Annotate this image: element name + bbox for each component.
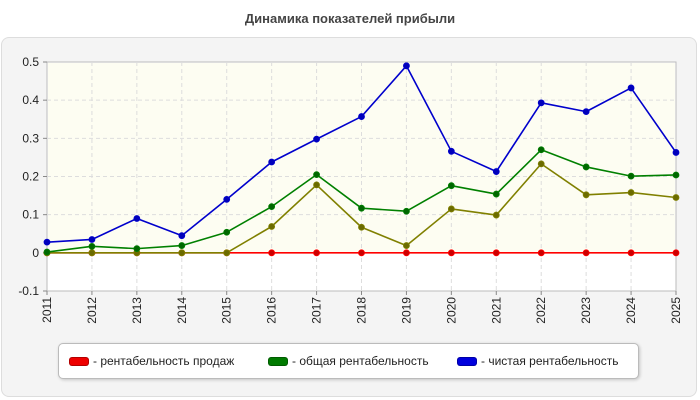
- x-tick-label: 2016: [265, 297, 279, 324]
- data-point-series-1: [447, 182, 455, 190]
- chart-legend: - рентабельность продаж - общая рентабел…: [58, 343, 639, 379]
- y-tick-label: 0.5: [22, 55, 39, 69]
- x-tick-label: 2018: [355, 297, 369, 324]
- data-point-series-3: [403, 242, 410, 249]
- chart-title: Динамика показателей прибыли: [244, 11, 456, 26]
- data-point-series-0: [672, 249, 680, 257]
- x-tick-label: 2024: [624, 297, 638, 324]
- legend-item-net-profitability: - чистая рентабельность: [457, 354, 618, 368]
- data-point-series-2: [447, 147, 455, 155]
- data-point-series-1: [627, 172, 635, 180]
- data-point-series-3: [537, 160, 545, 168]
- data-point-series-2: [582, 108, 590, 116]
- data-point-series-2: [672, 149, 680, 156]
- data-point-series-1: [133, 245, 141, 253]
- data-point-series-0: [403, 249, 410, 257]
- data-point-series-2: [313, 135, 320, 143]
- data-point-series-1: [268, 203, 276, 211]
- data-point-series-1: [88, 242, 96, 250]
- data-point-series-1: [178, 242, 186, 249]
- data-point-series-3: [492, 211, 500, 219]
- data-point-series-1: [313, 171, 320, 178]
- x-tick-label: 2025: [669, 297, 683, 324]
- x-tick-label: 2015: [220, 297, 234, 324]
- data-point-series-3: [178, 249, 186, 257]
- data-point-series-1: [492, 190, 500, 198]
- data-point-series-0: [582, 249, 590, 257]
- x-tick-label: 2014: [175, 297, 189, 324]
- x-tick-label: 2020: [444, 297, 458, 324]
- data-point-series-1: [672, 171, 680, 179]
- legend-swatch-green: [268, 356, 288, 366]
- legend-label: - чистая рентабельность: [481, 354, 619, 368]
- data-point-series-2: [627, 84, 635, 92]
- plot-shade: [48, 63, 675, 253]
- x-tick-label: 2023: [579, 297, 593, 324]
- data-point-series-3: [268, 223, 276, 230]
- data-point-series-2: [88, 236, 96, 243]
- data-point-series-0: [268, 249, 276, 257]
- data-point-series-2: [492, 168, 500, 175]
- legend-swatch-red: [69, 356, 89, 366]
- data-point-series-0: [627, 249, 635, 257]
- data-point-series-3: [672, 194, 680, 201]
- data-point-series-1: [537, 146, 545, 154]
- data-point-series-3: [447, 205, 455, 213]
- data-point-series-1: [403, 207, 410, 215]
- legend-label: - рентабельность продаж: [93, 354, 235, 368]
- x-tick-label: 2019: [399, 297, 413, 324]
- x-tick-label: 2011: [40, 297, 54, 323]
- data-point-series-1: [358, 204, 365, 212]
- y-tick-label: 0.1: [22, 208, 39, 222]
- data-point-series-3: [627, 189, 635, 196]
- data-point-series-1: [582, 163, 590, 171]
- data-point-series-3: [223, 249, 231, 257]
- y-tick-label: 0.4: [22, 93, 39, 107]
- data-point-series-2: [178, 232, 186, 240]
- data-point-series-1: [43, 248, 51, 256]
- y-tick-label: 0.2: [22, 170, 39, 184]
- data-point-series-2: [268, 158, 276, 166]
- legend-swatch-blue: [457, 356, 477, 366]
- data-point-series-2: [403, 62, 410, 70]
- data-point-series-2: [537, 99, 545, 107]
- data-point-series-1: [223, 228, 231, 236]
- data-point-series-0: [537, 249, 545, 257]
- data-point-series-2: [43, 238, 51, 246]
- data-point-series-0: [447, 249, 455, 257]
- legend-item-total-profitability: - общая рентабельность: [268, 354, 429, 368]
- y-tick-label: 0: [32, 246, 39, 260]
- data-point-series-0: [313, 249, 320, 257]
- data-point-series-3: [313, 181, 320, 189]
- data-point-series-3: [358, 223, 365, 231]
- y-tick-label: 0.3: [22, 131, 39, 145]
- data-point-series-2: [223, 195, 231, 203]
- data-point-series-2: [133, 215, 141, 222]
- data-point-series-0: [358, 249, 365, 257]
- legend-item-sales-profitability: - рентабельность продаж: [69, 354, 234, 368]
- x-tick-label: 2022: [534, 297, 548, 324]
- x-tick-label: 2021: [489, 297, 503, 324]
- x-tick-label: 2017: [310, 297, 324, 324]
- x-tick-label: 2012: [85, 297, 99, 324]
- x-tick-label: 2013: [130, 297, 144, 324]
- data-point-series-2: [358, 113, 365, 120]
- data-point-series-0: [492, 249, 500, 257]
- y-tick-label: -0.1: [18, 284, 39, 298]
- legend-label: - общая рентабельность: [292, 354, 429, 368]
- data-point-series-3: [88, 249, 96, 257]
- data-point-series-3: [582, 191, 590, 199]
